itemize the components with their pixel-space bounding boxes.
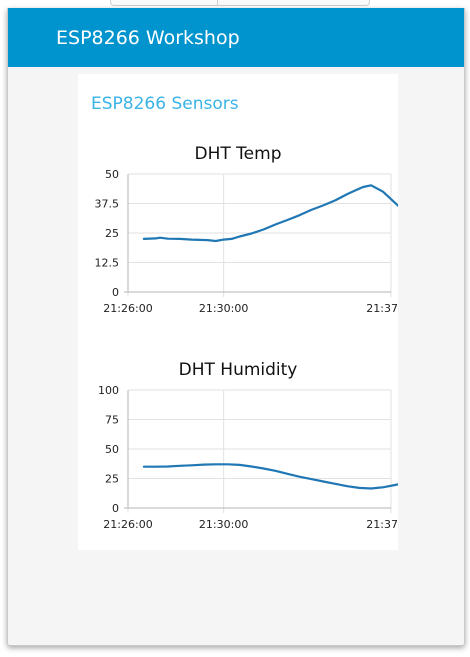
humidity-y-tick-label: 25 [105,473,119,486]
temp-y-tick-label: 50 [105,168,119,181]
humidity-chart-title: DHT Humidity [178,360,298,380]
temp-x-tick-label: 21:30:00 [199,302,248,314]
dashboard-window: ESP8266 Workshop ESP8266 Sensors DHT Tem… [7,8,465,646]
humidity-x-tick-label: 21:26:00 [103,518,152,530]
temp-y-tick-label: 12.5 [95,257,120,270]
humidity-x-tick-label: 21:37:00 [366,518,398,530]
humidity-y-tick-label: 75 [105,414,119,427]
humidity-x-tick-label: 21:30:00 [199,518,248,530]
temp-x-tick-label: 21:26:00 [103,302,152,314]
url-bar-divider [217,0,218,5]
temp-x-tick-label: 21:37:00 [366,302,398,314]
temp-y-tick-label: 0 [112,286,119,299]
humidity-y-tick-label: 100 [98,384,119,397]
app-title: ESP8266 Workshop [56,27,240,49]
browser-url-bar[interactable] [110,0,370,6]
humidity-series-line [142,463,398,490]
temp-y-tick-label: 25 [105,227,119,240]
app-header: ESP8266 Workshop [8,8,464,67]
humidity-chart: 0 25 50 75 100 21:26:00 21:30:00 21:37:00 [98,384,398,530]
temp-chart: 0 12.5 25 37.5 50 21:26:00 21:30:00 21:37:00 [95,168,398,314]
browser-top-strip [0,0,470,8]
humidity-y-tick-label: 0 [112,502,119,515]
temp-y-tick-label: 37.5 [95,198,120,211]
humidity-y-tick-label: 50 [105,443,119,456]
temp-series-line [142,184,398,243]
group-title: ESP8266 Sensors [91,94,239,114]
sensor-group-card: ESP8266 Sensors DHT Temp 0 12.5 25 37.5 50 21… [78,74,398,550]
temp-chart-title: DHT Temp [194,144,282,164]
